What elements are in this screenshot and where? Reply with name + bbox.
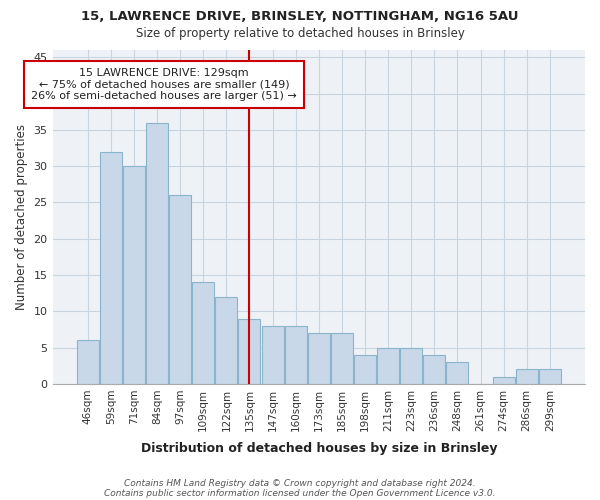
Bar (493, 376, 515, 384)
Bar (123, 166, 145, 384)
Bar (146, 122, 168, 384)
Bar (331, 333, 353, 384)
Text: Contains HM Land Registry data © Crown copyright and database right 2024.: Contains HM Land Registry data © Crown c… (124, 478, 476, 488)
Bar (354, 355, 376, 384)
Bar (169, 195, 191, 384)
Bar (377, 348, 399, 384)
Bar (446, 362, 469, 384)
Text: 15, LAWRENCE DRIVE, BRINSLEY, NOTTINGHAM, NG16 5AU: 15, LAWRENCE DRIVE, BRINSLEY, NOTTINGHAM… (81, 10, 519, 23)
Bar (516, 370, 538, 384)
Text: Size of property relative to detached houses in Brinsley: Size of property relative to detached ho… (136, 28, 464, 40)
Bar (284, 326, 307, 384)
Bar (215, 297, 238, 384)
Bar (100, 152, 122, 384)
Bar (308, 333, 330, 384)
Y-axis label: Number of detached properties: Number of detached properties (15, 124, 28, 310)
Bar (424, 355, 445, 384)
Text: Contains public sector information licensed under the Open Government Licence v3: Contains public sector information licen… (104, 488, 496, 498)
X-axis label: Distribution of detached houses by size in Brinsley: Distribution of detached houses by size … (140, 442, 497, 455)
Bar (262, 326, 284, 384)
Bar (192, 282, 214, 384)
Bar (400, 348, 422, 384)
Bar (77, 340, 98, 384)
Text: 15 LAWRENCE DRIVE: 129sqm
← 75% of detached houses are smaller (149)
26% of semi: 15 LAWRENCE DRIVE: 129sqm ← 75% of detac… (31, 68, 297, 102)
Bar (238, 318, 260, 384)
Bar (539, 370, 561, 384)
